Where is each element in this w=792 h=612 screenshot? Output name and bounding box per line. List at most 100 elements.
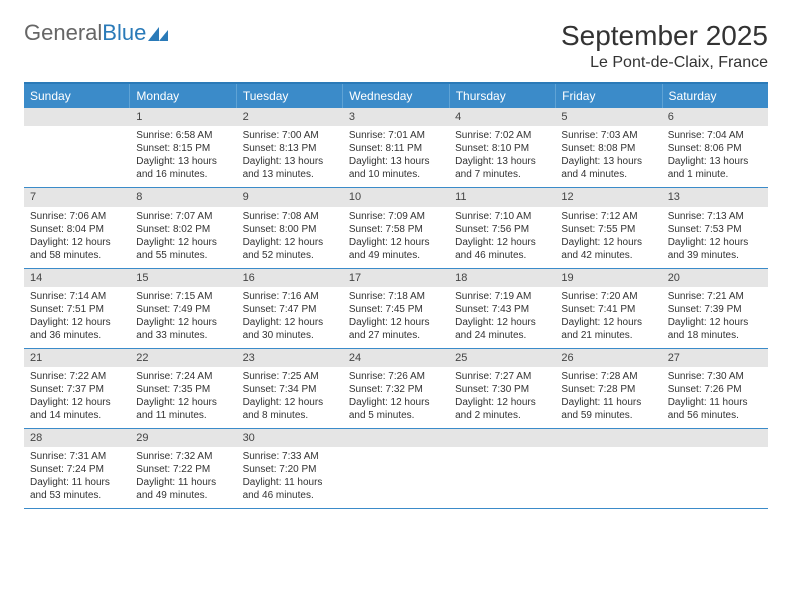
sunset-line: Sunset: 7:34 PM xyxy=(243,383,337,396)
sunrise-line: Sunrise: 7:10 AM xyxy=(455,210,549,223)
day-cell xyxy=(24,108,130,187)
calendar: SundayMondayTuesdayWednesdayThursdayFrid… xyxy=(24,82,768,509)
sunset-line: Sunset: 7:37 PM xyxy=(30,383,124,396)
day-cell: 3Sunrise: 7:01 AMSunset: 8:11 PMDaylight… xyxy=(343,108,449,187)
week-row: 14Sunrise: 7:14 AMSunset: 7:51 PMDayligh… xyxy=(24,269,768,349)
sunset-line: Sunset: 7:47 PM xyxy=(243,303,337,316)
location: Le Pont-de-Claix, France xyxy=(561,54,768,72)
sunset-line: Sunset: 7:30 PM xyxy=(455,383,549,396)
sunrise-line: Sunrise: 7:33 AM xyxy=(243,450,337,463)
sunrise-line: Sunrise: 7:20 AM xyxy=(561,290,655,303)
sunrise-line: Sunrise: 7:06 AM xyxy=(30,210,124,223)
sunset-line: Sunset: 7:35 PM xyxy=(136,383,230,396)
sunrise-line: Sunrise: 7:09 AM xyxy=(349,210,443,223)
day-header-monday: Monday xyxy=(130,84,236,108)
day-number: 30 xyxy=(237,429,343,447)
day-number-empty xyxy=(343,429,449,447)
sunset-line: Sunset: 8:02 PM xyxy=(136,223,230,236)
sunrise-line: Sunrise: 7:24 AM xyxy=(136,370,230,383)
daylight-line: Daylight: 12 hours and 18 minutes. xyxy=(668,316,762,342)
day-number: 7 xyxy=(24,188,130,206)
day-number: 14 xyxy=(24,269,130,287)
sunset-line: Sunset: 7:20 PM xyxy=(243,463,337,476)
day-number: 24 xyxy=(343,349,449,367)
sunrise-line: Sunrise: 7:04 AM xyxy=(668,129,762,142)
daylight-line: Daylight: 13 hours and 1 minute. xyxy=(668,155,762,181)
daylight-line: Daylight: 12 hours and 33 minutes. xyxy=(136,316,230,342)
sunrise-line: Sunrise: 7:21 AM xyxy=(668,290,762,303)
sunset-line: Sunset: 7:51 PM xyxy=(30,303,124,316)
sunset-line: Sunset: 8:15 PM xyxy=(136,142,230,155)
day-number: 8 xyxy=(130,188,236,206)
day-number: 9 xyxy=(237,188,343,206)
sunset-line: Sunset: 7:53 PM xyxy=(668,223,762,236)
sunset-line: Sunset: 7:39 PM xyxy=(668,303,762,316)
daylight-line: Daylight: 13 hours and 4 minutes. xyxy=(561,155,655,181)
day-body: Sunrise: 7:08 AMSunset: 8:00 PMDaylight:… xyxy=(237,207,343,268)
day-number: 4 xyxy=(449,108,555,126)
header: GeneralBlue September 2025 Le Pont-de-Cl… xyxy=(24,20,768,72)
day-cell: 10Sunrise: 7:09 AMSunset: 7:58 PMDayligh… xyxy=(343,188,449,267)
day-header-row: SundayMondayTuesdayWednesdayThursdayFrid… xyxy=(24,84,768,108)
sunrise-line: Sunrise: 7:22 AM xyxy=(30,370,124,383)
day-number: 26 xyxy=(555,349,661,367)
daylight-line: Daylight: 13 hours and 13 minutes. xyxy=(243,155,337,181)
day-header-friday: Friday xyxy=(556,84,662,108)
daylight-line: Daylight: 11 hours and 49 minutes. xyxy=(136,476,230,502)
day-body: Sunrise: 7:20 AMSunset: 7:41 PMDaylight:… xyxy=(555,287,661,348)
sunrise-line: Sunrise: 7:16 AM xyxy=(243,290,337,303)
week-row: 28Sunrise: 7:31 AMSunset: 7:24 PMDayligh… xyxy=(24,429,768,509)
day-cell: 5Sunrise: 7:03 AMSunset: 8:08 PMDaylight… xyxy=(555,108,661,187)
day-cell: 14Sunrise: 7:14 AMSunset: 7:51 PMDayligh… xyxy=(24,269,130,348)
sunset-line: Sunset: 7:22 PM xyxy=(136,463,230,476)
day-cell xyxy=(449,429,555,508)
day-cell: 8Sunrise: 7:07 AMSunset: 8:02 PMDaylight… xyxy=(130,188,236,267)
day-cell: 19Sunrise: 7:20 AMSunset: 7:41 PMDayligh… xyxy=(555,269,661,348)
day-body: Sunrise: 7:31 AMSunset: 7:24 PMDaylight:… xyxy=(24,447,130,508)
daylight-line: Daylight: 12 hours and 58 minutes. xyxy=(30,236,124,262)
day-body: Sunrise: 7:21 AMSunset: 7:39 PMDaylight:… xyxy=(662,287,768,348)
day-number: 2 xyxy=(237,108,343,126)
title-block: September 2025 Le Pont-de-Claix, France xyxy=(561,20,768,72)
sunrise-line: Sunrise: 7:28 AM xyxy=(561,370,655,383)
sunset-line: Sunset: 8:13 PM xyxy=(243,142,337,155)
day-body: Sunrise: 6:58 AMSunset: 8:15 PMDaylight:… xyxy=(130,126,236,187)
day-header-thursday: Thursday xyxy=(450,84,556,108)
day-cell: 30Sunrise: 7:33 AMSunset: 7:20 PMDayligh… xyxy=(237,429,343,508)
logo-text-2: Blue xyxy=(102,20,146,46)
sunset-line: Sunset: 8:06 PM xyxy=(668,142,762,155)
day-cell: 23Sunrise: 7:25 AMSunset: 7:34 PMDayligh… xyxy=(237,349,343,428)
day-number: 18 xyxy=(449,269,555,287)
day-cell: 27Sunrise: 7:30 AMSunset: 7:26 PMDayligh… xyxy=(662,349,768,428)
day-number: 15 xyxy=(130,269,236,287)
sunset-line: Sunset: 7:43 PM xyxy=(455,303,549,316)
day-cell: 2Sunrise: 7:00 AMSunset: 8:13 PMDaylight… xyxy=(237,108,343,187)
day-body: Sunrise: 7:32 AMSunset: 7:22 PMDaylight:… xyxy=(130,447,236,508)
day-number: 27 xyxy=(662,349,768,367)
logo-icon xyxy=(148,25,170,41)
day-header-tuesday: Tuesday xyxy=(237,84,343,108)
sunrise-line: Sunrise: 7:31 AM xyxy=(30,450,124,463)
day-body: Sunrise: 7:22 AMSunset: 7:37 PMDaylight:… xyxy=(24,367,130,428)
day-body: Sunrise: 7:01 AMSunset: 8:11 PMDaylight:… xyxy=(343,126,449,187)
daylight-line: Daylight: 12 hours and 8 minutes. xyxy=(243,396,337,422)
day-body: Sunrise: 7:24 AMSunset: 7:35 PMDaylight:… xyxy=(130,367,236,428)
day-header-wednesday: Wednesday xyxy=(343,84,449,108)
daylight-line: Daylight: 13 hours and 16 minutes. xyxy=(136,155,230,181)
sunset-line: Sunset: 7:56 PM xyxy=(455,223,549,236)
sunrise-line: Sunrise: 7:30 AM xyxy=(668,370,762,383)
logo-text-1: General xyxy=(24,20,102,46)
day-cell: 21Sunrise: 7:22 AMSunset: 7:37 PMDayligh… xyxy=(24,349,130,428)
day-cell: 6Sunrise: 7:04 AMSunset: 8:06 PMDaylight… xyxy=(662,108,768,187)
day-body: Sunrise: 7:33 AMSunset: 7:20 PMDaylight:… xyxy=(237,447,343,508)
day-number: 1 xyxy=(130,108,236,126)
day-body: Sunrise: 7:03 AMSunset: 8:08 PMDaylight:… xyxy=(555,126,661,187)
day-number: 22 xyxy=(130,349,236,367)
daylight-line: Daylight: 11 hours and 46 minutes. xyxy=(243,476,337,502)
day-cell: 28Sunrise: 7:31 AMSunset: 7:24 PMDayligh… xyxy=(24,429,130,508)
day-body: Sunrise: 7:12 AMSunset: 7:55 PMDaylight:… xyxy=(555,207,661,268)
daylight-line: Daylight: 11 hours and 59 minutes. xyxy=(561,396,655,422)
day-number: 3 xyxy=(343,108,449,126)
day-body: Sunrise: 7:19 AMSunset: 7:43 PMDaylight:… xyxy=(449,287,555,348)
day-body: Sunrise: 7:25 AMSunset: 7:34 PMDaylight:… xyxy=(237,367,343,428)
